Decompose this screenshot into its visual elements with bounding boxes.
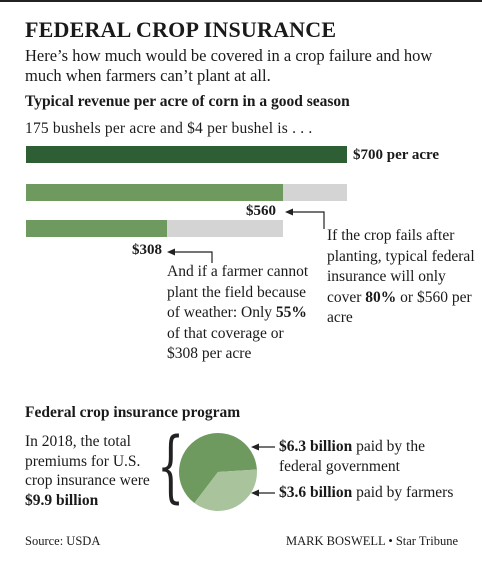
- section-heading-program: Federal crop insurance program: [25, 404, 241, 421]
- pie-slice-farmers: [194, 469, 257, 511]
- bar-label-700: $700 per acre: [353, 147, 440, 163]
- bar-label-308: $308: [132, 242, 162, 258]
- arrow-308-line: [174, 251, 213, 263]
- top-rule: [0, 0, 482, 2]
- pie-label-farmers: $3.6 billion paid by farmers: [279, 484, 454, 501]
- arrow-farmers-head: [251, 489, 259, 497]
- revenue-lead-text: 175 bushels per acre and $4 per bushel i…: [25, 120, 313, 137]
- arrow-560-head: [285, 208, 293, 216]
- brace-glyph: {: [157, 422, 185, 512]
- bar-label-560: $560: [246, 203, 276, 219]
- arrow-560-line: [292, 211, 325, 229]
- pie-slice-government: [178, 433, 257, 504]
- bar-crop-fails-covered: [26, 184, 283, 201]
- credit-line: MARK BOSWELL • Star Tribune: [286, 534, 458, 548]
- arrow-308-head: [167, 248, 175, 256]
- bar-cannot-plant-covered: [26, 220, 168, 237]
- total-premiums-text: In 2018, the total premiums for U.S. cro…: [25, 433, 150, 509]
- premium-pie: [178, 433, 257, 511]
- pie-label-government: $6.3 billion paid by the federal governm…: [279, 438, 425, 475]
- arrow-gov-head: [251, 443, 259, 451]
- source-note: Source: USDA: [25, 534, 101, 548]
- page-title: FEDERAL CROP INSURANCE: [25, 17, 337, 42]
- section-heading-revenue: Typical revenue per acre of corn in a go…: [25, 93, 350, 110]
- annotation-cannot-plant: And if a farmer cannot plant the field b…: [167, 263, 309, 362]
- bar-full-revenue: [26, 146, 347, 163]
- annotation-crop-fails: If the crop fails after planting, typica…: [327, 227, 475, 326]
- page-subtitle: Here’s how much would be covered in a cr…: [25, 46, 433, 85]
